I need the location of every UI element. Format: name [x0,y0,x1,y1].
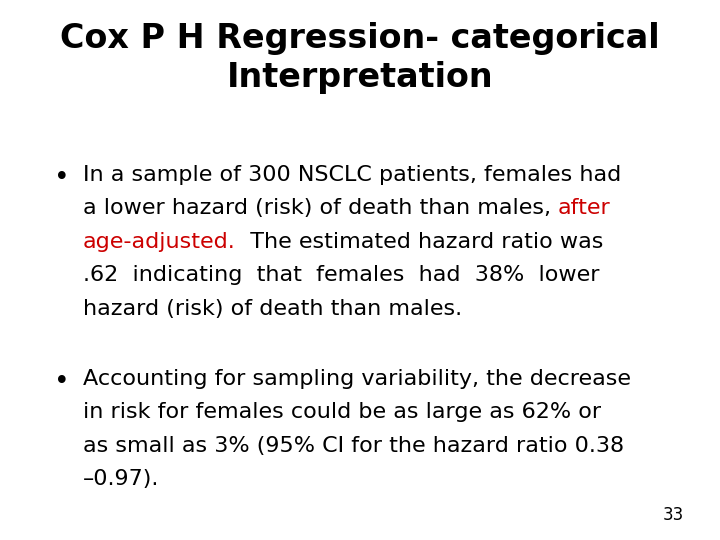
Text: hazard (risk) of death than males.: hazard (risk) of death than males. [83,299,462,319]
Text: •: • [54,369,70,395]
Text: •: • [54,165,70,191]
Text: in risk for females could be as large as 62% or: in risk for females could be as large as… [83,402,601,422]
Text: .62  indicating  that  females  had  38%  lower: .62 indicating that females had 38% lowe… [83,265,599,285]
Text: a lower hazard (risk) of death than males,: a lower hazard (risk) of death than male… [83,198,558,218]
Text: The estimated hazard ratio was: The estimated hazard ratio was [235,232,603,252]
Text: Cox P H Regression- categorical
Interpretation: Cox P H Regression- categorical Interpre… [60,22,660,94]
Text: after: after [558,198,611,218]
Text: In a sample of 300 NSCLC patients, females had: In a sample of 300 NSCLC patients, femal… [83,165,621,185]
Text: age-adjusted.: age-adjusted. [83,232,235,252]
Text: 33: 33 [662,506,684,524]
Text: as small as 3% (95% CI for the hazard ratio 0.38: as small as 3% (95% CI for the hazard ra… [83,436,624,456]
Text: –0.97).: –0.97). [83,469,159,489]
Text: Accounting for sampling variability, the decrease: Accounting for sampling variability, the… [83,369,631,389]
